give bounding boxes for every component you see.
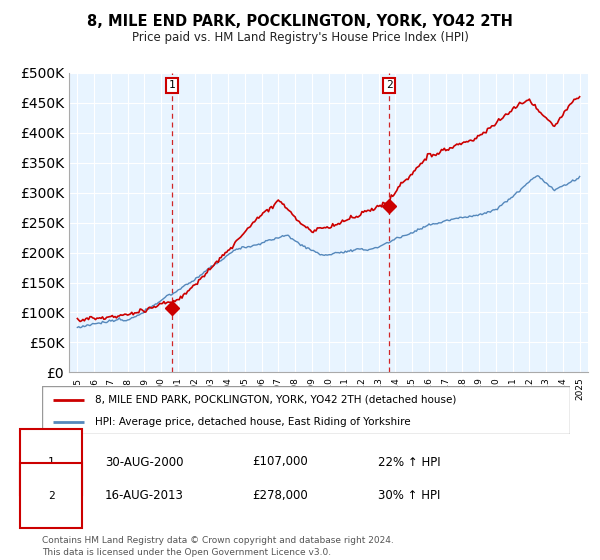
Text: 2: 2 bbox=[386, 80, 392, 90]
Text: £107,000: £107,000 bbox=[252, 455, 308, 469]
Text: 30% ↑ HPI: 30% ↑ HPI bbox=[378, 489, 440, 502]
Text: 30-AUG-2000: 30-AUG-2000 bbox=[105, 455, 184, 469]
Text: £278,000: £278,000 bbox=[252, 489, 308, 502]
Text: 16-AUG-2013: 16-AUG-2013 bbox=[105, 489, 184, 502]
Text: Price paid vs. HM Land Registry's House Price Index (HPI): Price paid vs. HM Land Registry's House … bbox=[131, 31, 469, 44]
Text: 1: 1 bbox=[169, 80, 176, 90]
Text: 2: 2 bbox=[47, 491, 55, 501]
Text: 8, MILE END PARK, POCKLINGTON, YORK, YO42 2TH (detached house): 8, MILE END PARK, POCKLINGTON, YORK, YO4… bbox=[95, 395, 456, 405]
Text: Contains HM Land Registry data © Crown copyright and database right 2024.
This d: Contains HM Land Registry data © Crown c… bbox=[42, 536, 394, 557]
Text: HPI: Average price, detached house, East Riding of Yorkshire: HPI: Average price, detached house, East… bbox=[95, 417, 410, 427]
Text: 8, MILE END PARK, POCKLINGTON, YORK, YO42 2TH: 8, MILE END PARK, POCKLINGTON, YORK, YO4… bbox=[87, 14, 513, 29]
Text: 1: 1 bbox=[47, 457, 55, 467]
Text: 22% ↑ HPI: 22% ↑ HPI bbox=[378, 455, 440, 469]
